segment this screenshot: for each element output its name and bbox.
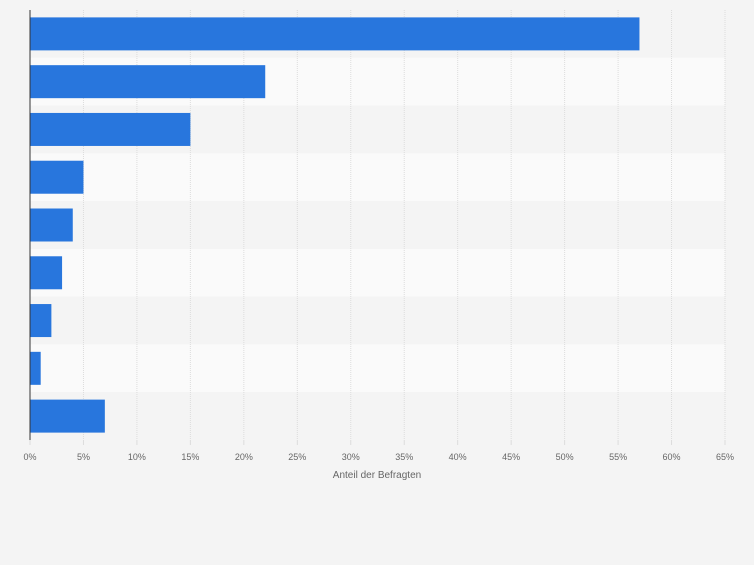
x-tick-label: 5% (77, 452, 90, 462)
x-tick-label: 35% (395, 452, 413, 462)
row-bands (30, 10, 725, 440)
x-axis-title: Anteil der Befragten (333, 470, 421, 481)
bar[interactable] (30, 65, 266, 99)
x-tick-label: 50% (556, 452, 574, 462)
row-band (30, 153, 725, 202)
gridlines (82, 10, 726, 440)
row-band (30, 201, 725, 249)
x-tick-label: 25% (288, 452, 306, 462)
bar[interactable] (30, 112, 191, 146)
row-band (30, 392, 725, 440)
x-tick-label: 55% (609, 452, 627, 462)
x-tick-label: 30% (342, 452, 360, 462)
x-tick-label: 65% (716, 452, 734, 462)
x-axis-ticks: 0% 5% 10% 15% 20% 25% 30% 35% 40% 45% 50% 55% 60% 65% (23, 440, 734, 462)
row-band (30, 344, 725, 393)
x-tick-label: 40% (449, 452, 467, 462)
bar[interactable] (30, 351, 41, 385)
bar[interactable] (30, 17, 640, 51)
x-tick-label: 0% (23, 452, 36, 462)
row-band (30, 248, 725, 297)
bar[interactable] (30, 160, 84, 194)
bars (30, 17, 640, 433)
x-tick-label: 60% (663, 452, 681, 462)
bar[interactable] (30, 399, 105, 433)
bar[interactable] (30, 256, 63, 290)
bar[interactable] (30, 208, 73, 242)
x-tick-label: 10% (128, 452, 146, 462)
x-tick-label: 20% (235, 452, 253, 462)
bar[interactable] (30, 304, 52, 338)
x-tick-label: 45% (502, 452, 520, 462)
x-tick-label: 15% (181, 452, 199, 462)
row-band (30, 296, 725, 345)
